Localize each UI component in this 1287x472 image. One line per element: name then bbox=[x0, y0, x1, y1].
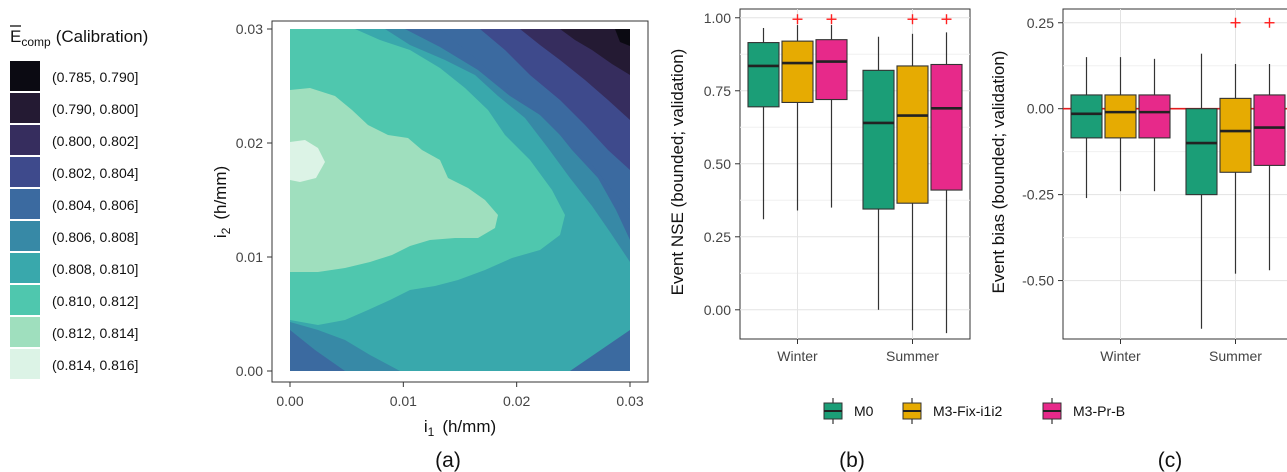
legend-label: (0.804, 0.806] bbox=[52, 197, 138, 213]
legend-swatch bbox=[10, 189, 40, 219]
legend-swatch bbox=[10, 93, 40, 123]
contour-bottom-right bbox=[570, 330, 630, 371]
y-tick-label: 0.75 bbox=[704, 83, 731, 99]
y-tick-label: -0.50 bbox=[1022, 273, 1054, 289]
legend-swatch bbox=[10, 349, 40, 379]
y-tick-label: 0.25 bbox=[1027, 15, 1054, 31]
box-M3-Pr-B-Winter bbox=[815, 14, 848, 208]
x-tick-label: 0.00 bbox=[276, 393, 303, 409]
box-body bbox=[747, 42, 780, 108]
panel-label-a: (a) bbox=[435, 449, 461, 472]
x-tick-label: 0.02 bbox=[503, 393, 530, 409]
legend-label: (0.802, 0.804] bbox=[52, 165, 138, 181]
legend-title-sub: comp bbox=[21, 35, 51, 49]
box-body bbox=[896, 65, 929, 204]
legend-title-rest: (Calibration) bbox=[56, 27, 149, 46]
legend-swatch bbox=[10, 285, 40, 315]
legend-item-M3-Pr-B: M3-Pr-B bbox=[1042, 398, 1125, 424]
legend-label: (0.800, 0.802] bbox=[52, 133, 138, 149]
legend-label: (0.790, 0.800] bbox=[52, 101, 138, 117]
panel-c: 0.25 0.00 -0.25 -0.50 Winter Summer Event bia… bbox=[989, 8, 1287, 364]
box-M3-Fix-i1i2-Summer bbox=[896, 14, 929, 331]
box-M0-Summer bbox=[862, 36, 895, 310]
y-tick-label: 0.00 bbox=[704, 302, 731, 318]
box-M3-Fix-i1i2-Summer bbox=[1219, 17, 1252, 274]
x-tick-label: Summer bbox=[1209, 348, 1262, 364]
panel-a-ylabel: i2(h/mm) bbox=[211, 166, 233, 238]
legend-label: (0.814, 0.816] bbox=[52, 357, 138, 373]
y-tick-label: 0.50 bbox=[704, 156, 731, 172]
box-body bbox=[930, 63, 963, 191]
x-tick-label: Winter bbox=[777, 348, 818, 364]
legend-swatch bbox=[10, 317, 40, 347]
legend-title: Ecomp (Calibration) bbox=[10, 27, 148, 49]
legend-swatch bbox=[10, 253, 40, 283]
contour-0814 bbox=[290, 140, 325, 182]
box-M3-Pr-B-Winter bbox=[1138, 58, 1171, 192]
y-tick-label: 0.00 bbox=[1027, 101, 1054, 117]
legend-title-base: E bbox=[10, 27, 21, 46]
box-M0-Winter bbox=[1070, 57, 1103, 199]
x-tick-label: 0.03 bbox=[616, 393, 643, 409]
legend-swatch bbox=[10, 125, 40, 155]
legend-swatch bbox=[10, 61, 40, 91]
y-tick-label: 0.00 bbox=[236, 363, 263, 379]
legend-label: (0.812, 0.814] bbox=[52, 325, 138, 341]
x-tick-label: Winter bbox=[1100, 348, 1141, 364]
box-M0-Summer bbox=[1185, 53, 1218, 329]
y-tick-label: 0.03 bbox=[236, 21, 263, 37]
x-tick-label: 0.01 bbox=[390, 393, 417, 409]
y-tick-label: 0.25 bbox=[704, 229, 731, 245]
box-M3-Fix-i1i2-Winter bbox=[781, 14, 814, 211]
panel-a: 0.00 0.01 0.02 0.03 0.00 0.01 0.02 0.03 i1 (h/mm… bbox=[211, 20, 649, 439]
heatmap-legend: Ecomp (Calibration) (0.785, 0.790] (0.790,… bbox=[10, 25, 148, 379]
panel-label-b: (b) bbox=[839, 449, 865, 472]
contour-0812 bbox=[290, 88, 498, 272]
heatmap-field bbox=[290, 29, 630, 371]
box-M3-Fix-i1i2-Winter bbox=[1104, 57, 1137, 192]
legend-label: (0.806, 0.808] bbox=[52, 229, 138, 245]
box-M0-Winter bbox=[747, 27, 780, 220]
legend-label: (0.785, 0.790] bbox=[52, 69, 138, 85]
box-body bbox=[1185, 108, 1218, 196]
legend-label: M3-Pr-B bbox=[1073, 403, 1125, 419]
panel-a-xlabel: i1 (h/mm) bbox=[424, 417, 496, 439]
y-tick-label: 0.01 bbox=[236, 249, 263, 265]
box-body bbox=[1219, 97, 1252, 173]
panel-b: 0.00 0.25 0.50 0.75 1.00 Winter Summer Event N… bbox=[668, 8, 971, 364]
legend-swatch bbox=[10, 157, 40, 187]
box-M3-Pr-B-Summer bbox=[930, 14, 963, 334]
contour-0785 bbox=[615, 29, 630, 46]
box-body bbox=[862, 69, 895, 210]
contour-0790 bbox=[560, 29, 630, 75]
panel-c-frame bbox=[1062, 8, 1287, 340]
shared-legend: M0 M3-Fix-i1i2 M3-Pr-B bbox=[823, 398, 1125, 424]
legend-item-M3-Fix-i1i2: M3-Fix-i1i2 bbox=[902, 398, 1002, 424]
box-body bbox=[815, 39, 848, 101]
box-body bbox=[1070, 94, 1103, 139]
box-body bbox=[1253, 94, 1286, 166]
y-tick-label: 0.02 bbox=[236, 135, 263, 151]
legend-item-M0: M0 bbox=[823, 398, 874, 424]
panel-c-ylabel: Event bias (bounded; validation) bbox=[989, 51, 1008, 294]
legend-label: M3-Fix-i1i2 bbox=[933, 403, 1002, 419]
panel-label-c: (c) bbox=[1158, 449, 1183, 472]
legend-label: M0 bbox=[854, 403, 874, 419]
box-body bbox=[781, 40, 814, 104]
box-body bbox=[1104, 94, 1137, 139]
box-M3-Pr-B-Summer bbox=[1253, 17, 1286, 271]
y-tick-label: -0.25 bbox=[1022, 187, 1054, 203]
box-body bbox=[1138, 94, 1171, 139]
legend-swatch bbox=[10, 221, 40, 251]
panel-b-ylabel: Event NSE (bounded; validation) bbox=[668, 49, 687, 296]
legend-label: (0.810, 0.812] bbox=[52, 293, 138, 309]
x-tick-label: Summer bbox=[886, 348, 939, 364]
y-tick-label: 1.00 bbox=[704, 10, 731, 26]
legend-label: (0.808, 0.810] bbox=[52, 261, 138, 277]
